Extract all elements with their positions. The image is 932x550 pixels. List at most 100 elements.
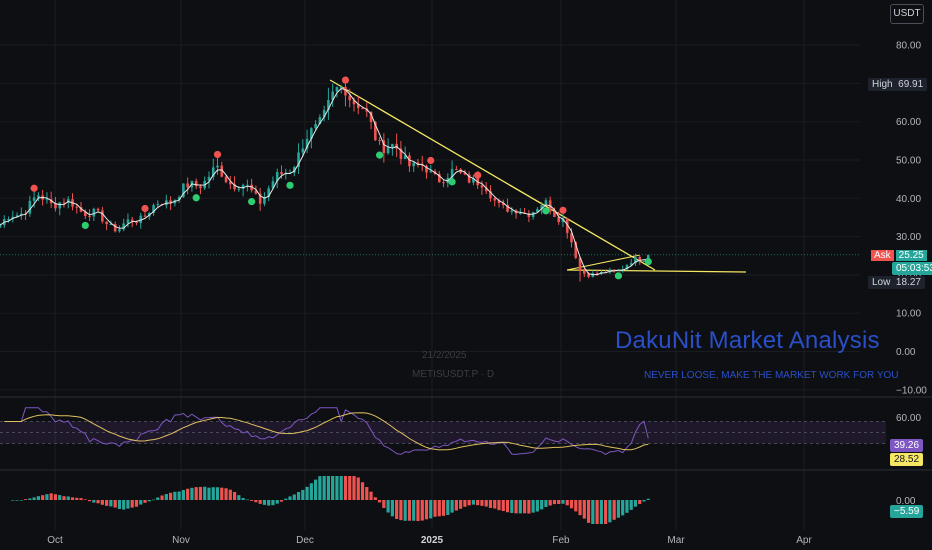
oscillator-bar xyxy=(471,500,476,505)
candle-body xyxy=(403,155,407,159)
candle-body xyxy=(386,147,390,154)
oscillator-bar xyxy=(203,486,207,500)
candle-body xyxy=(472,178,475,183)
candle-body xyxy=(612,269,616,271)
ask-value: 25.25 xyxy=(895,250,927,261)
candle-body xyxy=(156,203,160,206)
oscillator-bar xyxy=(181,490,185,500)
buy-signal-dot xyxy=(286,181,294,189)
oscillator-bar xyxy=(501,500,505,512)
oscillator-bar xyxy=(211,487,215,500)
oscillator-bar xyxy=(271,500,275,506)
oscillator-bar xyxy=(484,500,488,507)
price-tick-label: 0.00 xyxy=(896,347,916,358)
candle-body xyxy=(241,184,245,189)
oscillator-bar xyxy=(96,500,100,504)
price-tick-label: 30.00 xyxy=(896,232,921,243)
oscillator-bar xyxy=(326,476,331,500)
oscillator-bar xyxy=(126,500,130,509)
candle-body xyxy=(352,100,356,105)
oscillator-bar xyxy=(352,476,356,500)
oscillator-bar xyxy=(100,500,104,505)
oscillator-bar xyxy=(318,476,322,500)
oscillator-bar xyxy=(412,500,416,521)
candle-body xyxy=(561,218,565,223)
candle-body xyxy=(625,265,629,270)
oscillator-bar xyxy=(459,500,463,509)
candle-body xyxy=(527,213,531,218)
buy-signal-dot xyxy=(614,272,623,280)
price-axis[interactable]: 80.0070.0060.0050.0040.0030.0020.0010.00… xyxy=(896,41,927,397)
oscillator-bar xyxy=(386,500,390,513)
oscillator-bar xyxy=(262,500,267,505)
candle-body xyxy=(32,197,36,201)
low-label-text: Low xyxy=(872,277,891,288)
oscillator-bar xyxy=(309,483,313,500)
sell-signal-dot xyxy=(341,76,350,84)
sell-signal-dot xyxy=(474,171,482,179)
oscillator-bar xyxy=(113,500,117,508)
candle-body xyxy=(506,205,509,212)
candle-body xyxy=(310,128,313,139)
oscillator-bar xyxy=(574,500,578,512)
oscillator-bar xyxy=(151,499,156,501)
candle-body xyxy=(335,87,339,92)
buy-signal-dot xyxy=(644,257,652,266)
time-axis[interactable]: Oct Nov Dec 2025 Feb Mar Apr xyxy=(47,535,812,546)
candle-body xyxy=(557,216,561,223)
sell-signal-dot xyxy=(30,184,38,192)
oscillator-bar xyxy=(638,500,642,504)
oscillator-bar xyxy=(122,500,126,510)
rsi-value-badge: 39.26 xyxy=(890,439,924,452)
candle-body xyxy=(348,95,352,101)
oscillator-bar xyxy=(296,491,301,500)
oscillator-bar xyxy=(360,482,365,500)
candle-body xyxy=(66,199,70,203)
oscillator-bar xyxy=(228,489,232,500)
oscillator-bar xyxy=(143,500,147,503)
candle-body xyxy=(177,197,181,201)
candle-body xyxy=(28,200,32,214)
candle-body xyxy=(105,221,108,225)
candle-body xyxy=(0,225,2,228)
low-label: Low 18.27 xyxy=(868,276,925,289)
candle-body xyxy=(275,172,279,182)
candle-body xyxy=(301,148,305,153)
oscillator-bar xyxy=(36,496,40,500)
sell-signal-dot xyxy=(559,206,567,214)
currency-button[interactable]: USDT xyxy=(890,4,924,24)
resistance-trendline[interactable] xyxy=(329,79,656,271)
watermark-subtitle: NEVER LOOSE, MAKE THE MARKET WORK FOR YO… xyxy=(644,370,899,381)
oscillator-bar xyxy=(395,500,399,520)
oscillator-bar xyxy=(377,500,382,503)
candle-body xyxy=(45,199,49,201)
candle-body xyxy=(382,140,386,154)
candle-body xyxy=(237,188,241,190)
oscillator-bar xyxy=(480,500,484,506)
candle-body xyxy=(118,229,121,232)
wedge-line xyxy=(566,254,641,271)
oscillator-bar xyxy=(109,500,113,507)
oscillator-bar xyxy=(450,500,454,513)
oscillator-bar xyxy=(569,500,574,509)
oscillator-bar xyxy=(258,500,262,504)
grid xyxy=(0,0,860,530)
candle-body xyxy=(186,183,189,188)
oscillator-bar xyxy=(608,500,612,523)
oscillator-bar xyxy=(356,477,360,500)
oscillator-bar xyxy=(339,476,343,500)
candle-body xyxy=(92,208,96,217)
support-line[interactable] xyxy=(566,269,747,273)
candle-body xyxy=(570,232,573,243)
candle-body xyxy=(96,208,100,211)
watermark-symbol: METISUSDT.P · D xyxy=(412,369,495,380)
oscillator-bar xyxy=(331,476,335,500)
candle-body xyxy=(292,167,296,173)
candle-body xyxy=(267,188,270,197)
candle-body xyxy=(391,143,394,148)
time-tick-label: Feb xyxy=(552,535,570,546)
oscillator-bar xyxy=(279,500,284,502)
oscillator-bar xyxy=(66,496,70,500)
oscillator-bar xyxy=(241,498,245,500)
